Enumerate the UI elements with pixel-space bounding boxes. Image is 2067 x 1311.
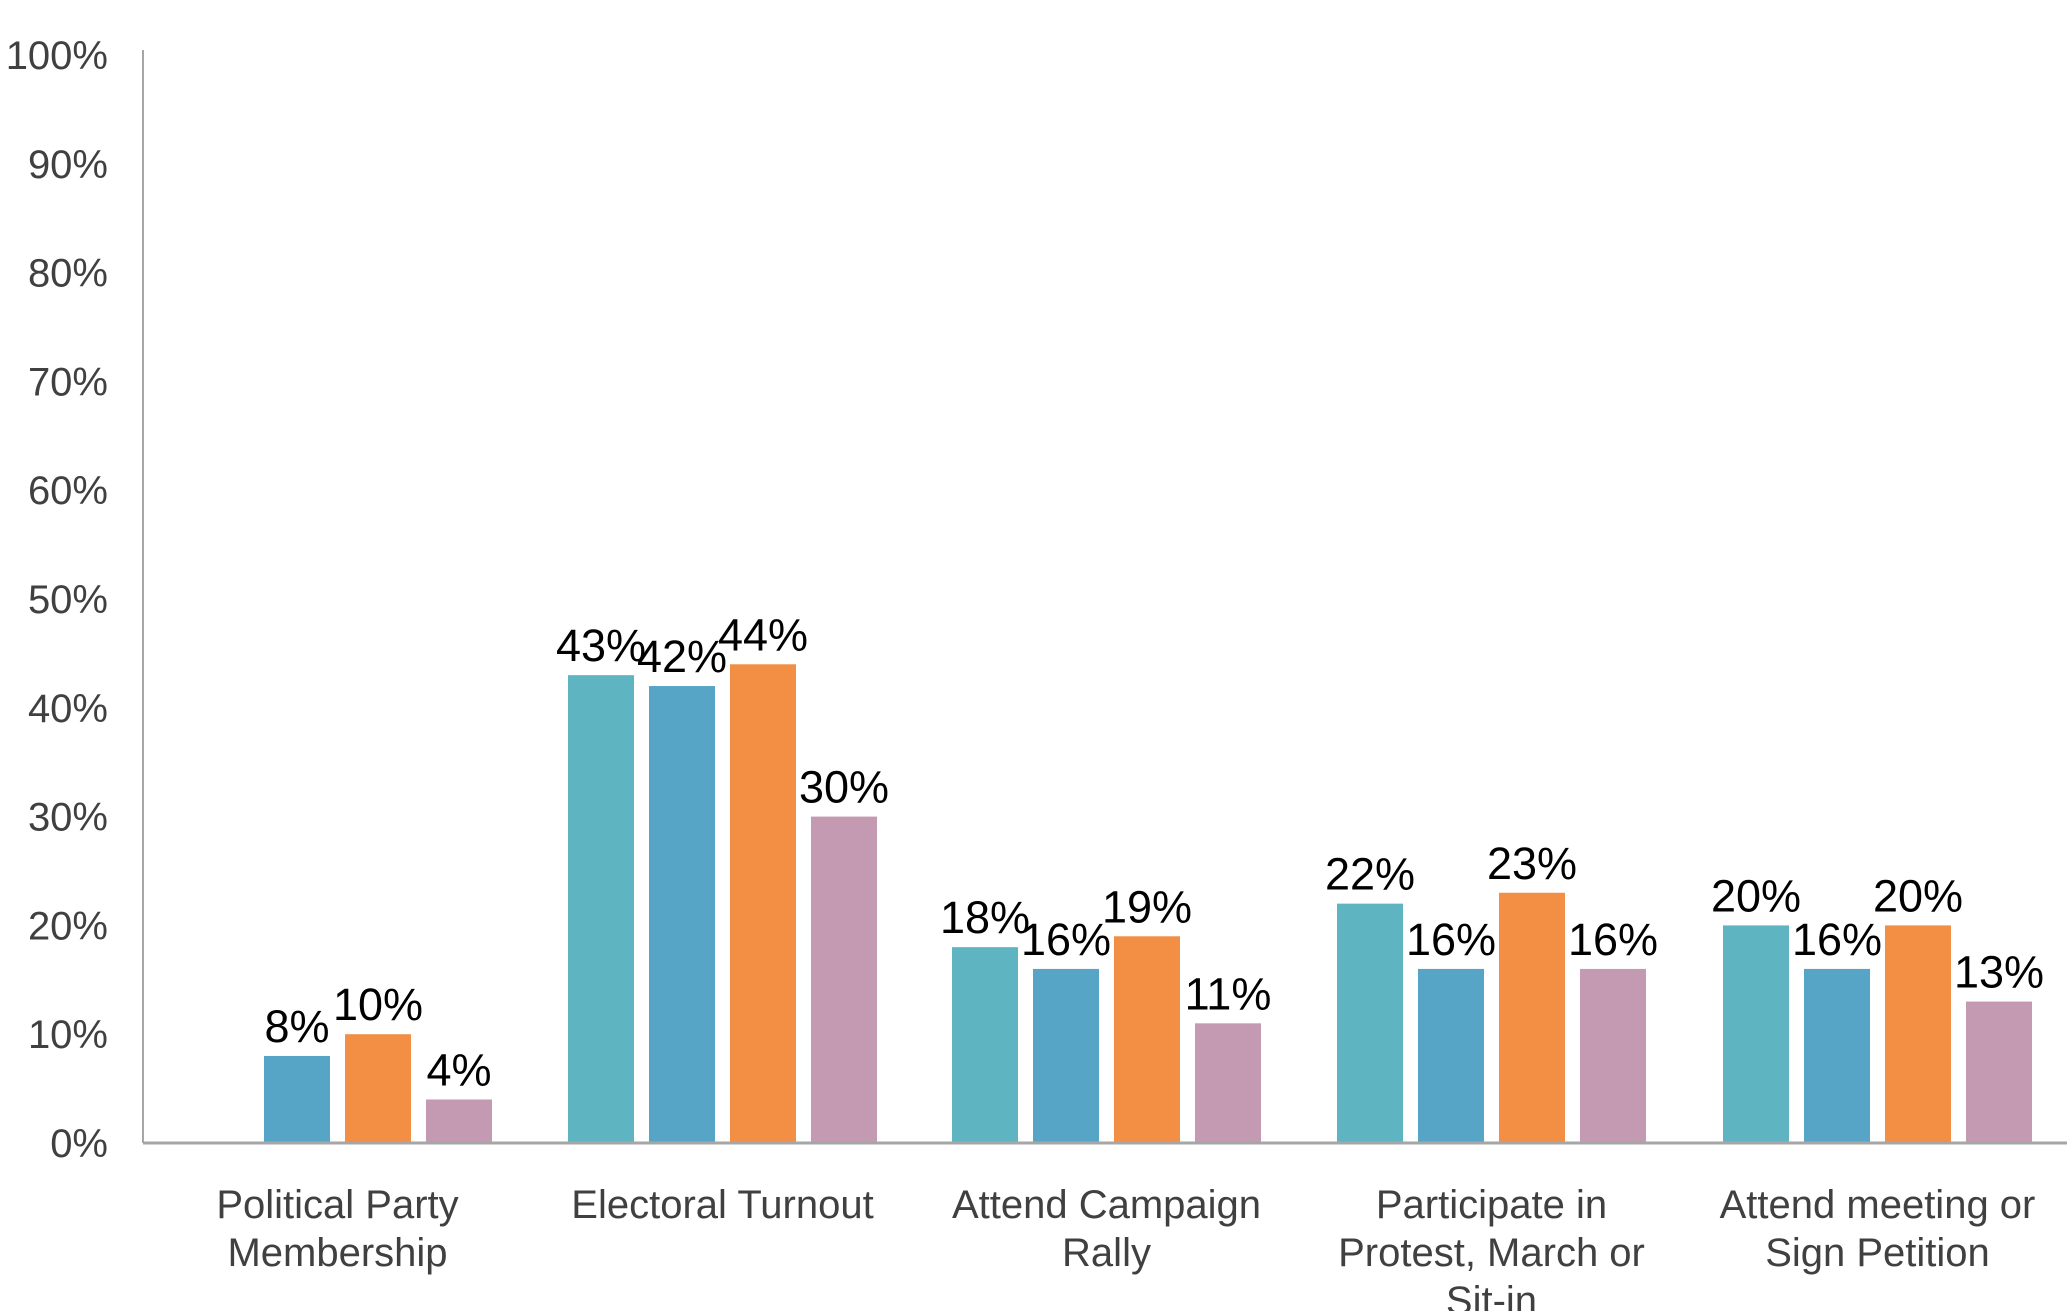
bar (730, 664, 796, 1143)
bar (811, 816, 877, 1143)
x-tick-label-line: Sit-in (1446, 1279, 1537, 1311)
y-tick-label: 90% (28, 143, 108, 187)
x-tick-label-line: Rally (1062, 1231, 1151, 1275)
x-tick-label-line: Electoral Turnout (571, 1183, 873, 1227)
x-tick-label-line: Participate in (1376, 1183, 1607, 1227)
x-tick-label: Participate in Protest, March or Sit-in (1338, 1183, 1645, 1311)
x-tick-label-line: Political Party (216, 1183, 458, 1227)
data-label: 20% (1711, 870, 1801, 921)
y-tick-label: 20% (28, 904, 108, 948)
x-axis: Political Party Membership Electoral Turno… (143, 1141, 2067, 1311)
data-label: 19% (1102, 881, 1192, 932)
data-label: 16% (1021, 914, 1111, 965)
data-label: 42% (637, 631, 727, 682)
data-label: 16% (1792, 914, 1882, 965)
bar (345, 1034, 411, 1143)
bar (426, 1099, 492, 1143)
data-label: 16% (1406, 914, 1496, 965)
bar (952, 947, 1018, 1143)
data-label: 44% (718, 609, 808, 660)
data-labels-layer: 43% 18% 22% 20% 8% 42% 16% 16% 16% 10% 44% 19% 23% 20… (264, 609, 2044, 1095)
y-tick-label: 80% (28, 252, 108, 296)
x-tick-label: Attend Campaign Rally (952, 1183, 1261, 1275)
bars-layer (264, 664, 2032, 1143)
y-tick-label: 10% (28, 1013, 108, 1057)
y-tick-label: 50% (28, 578, 108, 622)
bar (1580, 968, 1646, 1143)
bar (1033, 968, 1099, 1143)
bar (649, 686, 715, 1143)
data-label: 20% (1873, 870, 1963, 921)
x-tick-label-line: Attend meeting or (1720, 1183, 2036, 1227)
data-label: 11% (1185, 968, 1272, 1019)
data-label: 22% (1325, 849, 1415, 900)
data-label: 16% (1568, 914, 1658, 965)
data-label: 8% (264, 1001, 329, 1052)
x-tick-label: Attend meeting or Sign Petition (1720, 1183, 2036, 1275)
bar (264, 1055, 330, 1143)
bar (1337, 903, 1403, 1143)
x-tick-label-line: Membership (227, 1231, 447, 1275)
x-tick-label: Electoral Turnout (571, 1183, 873, 1227)
bar (1723, 925, 1789, 1143)
data-label: 10% (333, 979, 423, 1030)
x-tick-label-line: Attend Campaign (952, 1183, 1261, 1227)
y-tick-label: 70% (28, 360, 108, 404)
x-tick-label-line: Sign Petition (1765, 1231, 1990, 1275)
bar (1499, 892, 1565, 1143)
bar (1418, 968, 1484, 1143)
x-tick-label-line: Protest, March or (1338, 1231, 1645, 1275)
bar (1885, 925, 1951, 1143)
y-tick-label: 100% (6, 34, 108, 78)
bar (1114, 936, 1180, 1143)
data-label: 23% (1487, 838, 1577, 889)
data-label: 43% (556, 620, 646, 671)
bar (1195, 1023, 1261, 1143)
y-tick-label: 60% (28, 469, 108, 513)
data-label: 30% (799, 762, 889, 813)
data-label: 4% (426, 1044, 491, 1095)
y-tick-label: 40% (28, 687, 108, 731)
bar (568, 675, 634, 1143)
bar (1966, 1001, 2032, 1143)
bar (1804, 968, 1870, 1143)
data-label: 13% (1954, 947, 2044, 998)
y-tick-label: 30% (28, 796, 108, 840)
x-tick-label: Political Party Membership (216, 1183, 458, 1275)
data-label: 18% (940, 892, 1030, 943)
y-tick-label: 0% (50, 1122, 108, 1166)
y-axis: 0% 10% 20% 30% 40% 50% 60% 70% 80% 90% 100% (6, 34, 144, 1166)
